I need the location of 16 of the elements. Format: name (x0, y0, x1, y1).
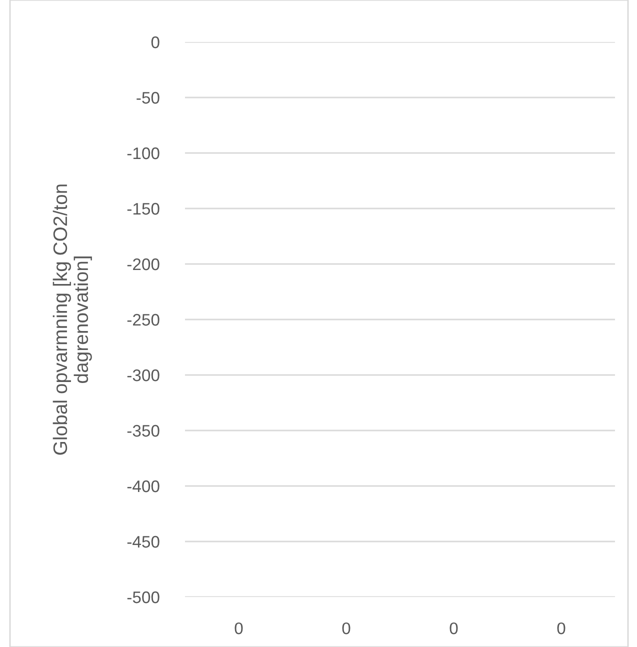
y-tick-label: -50 (136, 92, 160, 104)
y-tick-label: -100 (127, 147, 160, 160)
x-tick-label: 0 (342, 622, 350, 634)
y-tick-label: 0 (151, 36, 160, 48)
y-tick-label: -300 (127, 369, 160, 382)
y-tick-label: -450 (127, 536, 160, 548)
y-tick-label: -200 (127, 258, 160, 270)
x-tick-label: 0 (234, 622, 243, 634)
y-axis-title: Global opvarmning [kg CO2/ton dagrenovation] (52, 184, 92, 455)
y-tick-label: -500 (127, 591, 160, 604)
y-tick-label: -150 (127, 202, 160, 215)
y-tick-label: -400 (127, 480, 160, 492)
x-tick-label: 0 (450, 622, 458, 634)
x-tick-label: 0 (557, 622, 566, 634)
y-tick-label: -250 (127, 314, 160, 326)
y-tick-label: -350 (127, 424, 160, 437)
